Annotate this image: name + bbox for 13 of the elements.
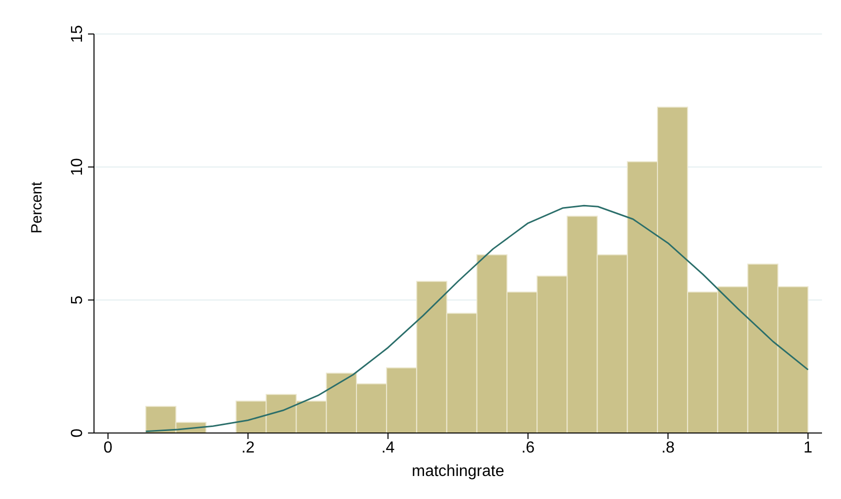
x-axis-title: matchingrate [412, 463, 504, 480]
y-tick-label: 15 [69, 25, 86, 43]
x-tick-label: 0 [104, 439, 113, 456]
x-tick-label: .6 [521, 439, 535, 456]
y-tick-label: 5 [69, 295, 86, 304]
x-tick-label: .4 [381, 439, 395, 456]
x-tick-label: .2 [241, 439, 255, 456]
y-tick-label: 0 [69, 428, 86, 438]
line-series [145, 204, 809, 432]
y-axis-title: Percent [28, 180, 46, 234]
x-tick-label: 1 [804, 439, 813, 456]
y-tick-label: 10 [69, 158, 86, 176]
x-tick-label: .8 [661, 439, 675, 456]
